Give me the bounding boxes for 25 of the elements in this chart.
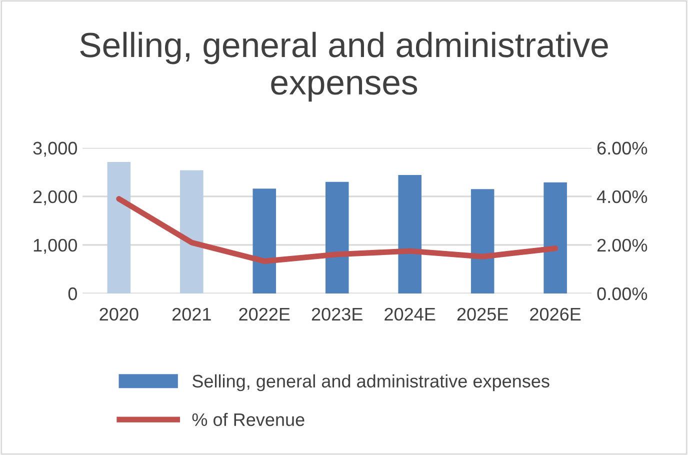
y2-tick-label: 4.00% xyxy=(596,190,648,204)
legend-label: Selling, general and administrative expenses xyxy=(192,374,550,392)
y2-tick-label: 6.00% xyxy=(597,142,648,155)
y2-tick-label: 2.00% xyxy=(597,238,648,252)
x-tick-label: 2023E xyxy=(312,308,362,321)
bar xyxy=(325,182,349,294)
y-tick-label: 3,000 xyxy=(33,142,77,157)
x-tick-label: 2024E xyxy=(384,308,436,321)
x-tick-label: 2021 xyxy=(172,308,211,321)
bar xyxy=(107,162,131,294)
chart-title: Selling, general and administrative expenses xyxy=(80,32,608,102)
y-tick-label: 1,000 xyxy=(34,238,77,254)
legend-label: % of Revenue xyxy=(192,412,304,426)
y2-tick-label: 0.00% xyxy=(597,287,648,300)
x-tick-label: 2025E xyxy=(457,308,508,321)
bar xyxy=(252,188,276,294)
x-tick-label: 2020 xyxy=(100,308,138,321)
bar xyxy=(544,182,567,294)
x-tick-label: 2026E xyxy=(530,308,581,321)
y-tick-label: 0 xyxy=(68,287,77,300)
x-tick-label: 2022E xyxy=(239,308,290,321)
y-tick-label: 2,000 xyxy=(33,190,77,206)
bar xyxy=(398,175,422,294)
bar xyxy=(470,189,494,294)
bar xyxy=(180,170,204,294)
